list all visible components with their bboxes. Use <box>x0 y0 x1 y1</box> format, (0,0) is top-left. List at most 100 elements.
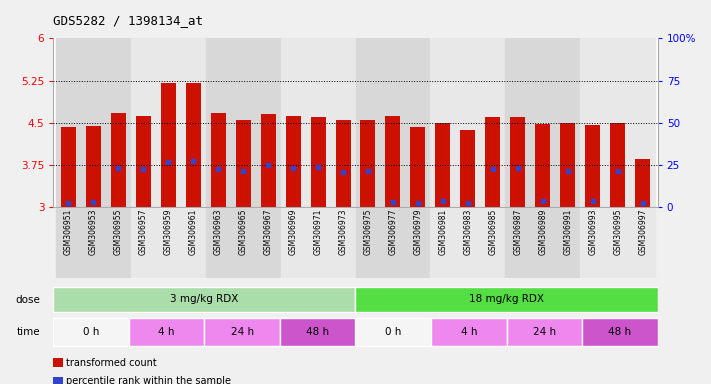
Text: GSM306989: GSM306989 <box>538 209 547 255</box>
Text: GSM306983: GSM306983 <box>464 209 472 255</box>
Bar <box>56 207 81 278</box>
Bar <box>506 207 530 278</box>
Bar <box>461 130 476 207</box>
Bar <box>385 116 400 207</box>
Text: GSM306991: GSM306991 <box>563 209 572 255</box>
Text: GSM306997: GSM306997 <box>638 209 647 255</box>
Bar <box>410 127 425 207</box>
Text: GSM306975: GSM306975 <box>363 209 373 255</box>
Text: GSM306969: GSM306969 <box>289 209 298 255</box>
Text: GSM306971: GSM306971 <box>314 209 323 255</box>
Bar <box>356 207 380 278</box>
Text: GSM306987: GSM306987 <box>513 209 523 255</box>
Bar <box>360 120 375 207</box>
Text: 0 h: 0 h <box>385 326 402 336</box>
Text: GSM306977: GSM306977 <box>388 209 397 255</box>
Bar <box>405 38 430 207</box>
Text: time: time <box>17 327 41 337</box>
Bar <box>81 38 106 207</box>
Bar <box>585 124 600 207</box>
Text: dose: dose <box>16 295 41 305</box>
Bar <box>605 38 630 207</box>
Bar <box>156 207 181 278</box>
Bar <box>181 38 205 207</box>
Text: GSM306955: GSM306955 <box>114 209 123 255</box>
Bar <box>156 38 181 207</box>
Bar <box>560 123 575 207</box>
Text: GSM306957: GSM306957 <box>139 209 148 255</box>
Bar <box>129 318 205 346</box>
Bar <box>405 207 430 278</box>
Bar <box>256 207 281 278</box>
Bar <box>380 38 405 207</box>
Bar <box>256 38 281 207</box>
Bar <box>331 207 356 278</box>
Bar <box>630 207 655 278</box>
Bar <box>205 38 230 207</box>
Bar <box>186 83 201 207</box>
Bar <box>235 120 250 207</box>
Text: 0 h: 0 h <box>83 326 100 336</box>
Bar <box>630 38 655 207</box>
Text: GSM306979: GSM306979 <box>413 209 422 255</box>
Bar <box>430 38 455 207</box>
Bar <box>435 123 450 207</box>
Bar <box>530 38 555 207</box>
Bar <box>331 38 356 207</box>
Bar <box>81 207 106 278</box>
Bar <box>205 318 280 346</box>
Text: GSM306951: GSM306951 <box>64 209 73 255</box>
Bar <box>580 207 605 278</box>
Text: GSM306963: GSM306963 <box>213 209 223 255</box>
Bar <box>161 83 176 207</box>
Bar <box>210 113 225 207</box>
Bar <box>136 116 151 207</box>
Text: transformed count: transformed count <box>66 358 157 368</box>
Text: GSM306995: GSM306995 <box>613 209 622 255</box>
Bar <box>53 318 129 346</box>
Bar <box>610 123 625 207</box>
Bar <box>280 318 356 346</box>
Text: GSM306981: GSM306981 <box>439 209 447 255</box>
Bar <box>205 207 230 278</box>
Bar <box>580 38 605 207</box>
Bar <box>510 117 525 207</box>
Bar <box>61 127 76 207</box>
Bar <box>286 116 301 207</box>
Text: GSM306961: GSM306961 <box>188 209 198 255</box>
Bar <box>131 38 156 207</box>
Bar <box>535 124 550 207</box>
Text: GSM306985: GSM306985 <box>488 209 498 255</box>
Text: 18 mg/kg RDX: 18 mg/kg RDX <box>469 294 544 304</box>
Bar <box>455 38 481 207</box>
Text: GDS5282 / 1398134_at: GDS5282 / 1398134_at <box>53 14 203 27</box>
Bar <box>230 38 256 207</box>
Bar <box>555 38 580 207</box>
Text: GSM306993: GSM306993 <box>588 209 597 255</box>
Bar <box>306 207 331 278</box>
Text: 48 h: 48 h <box>306 326 329 336</box>
Bar <box>306 38 331 207</box>
Bar <box>582 318 658 346</box>
Text: 24 h: 24 h <box>533 326 556 336</box>
Bar <box>131 207 156 278</box>
Text: GSM306965: GSM306965 <box>239 209 247 255</box>
Text: percentile rank within the sample: percentile rank within the sample <box>66 376 231 384</box>
Bar <box>530 207 555 278</box>
Bar <box>481 207 506 278</box>
Bar <box>380 207 405 278</box>
Bar <box>506 318 582 346</box>
Bar <box>106 38 131 207</box>
Bar <box>230 207 256 278</box>
Bar <box>261 114 276 207</box>
Bar <box>431 318 506 346</box>
Bar <box>506 38 530 207</box>
Bar <box>605 207 630 278</box>
Text: GSM306973: GSM306973 <box>338 209 348 255</box>
Bar <box>486 117 501 207</box>
Text: 48 h: 48 h <box>609 326 631 336</box>
Bar <box>281 38 306 207</box>
Bar <box>53 287 356 312</box>
Bar <box>356 287 658 312</box>
Bar <box>86 126 101 207</box>
